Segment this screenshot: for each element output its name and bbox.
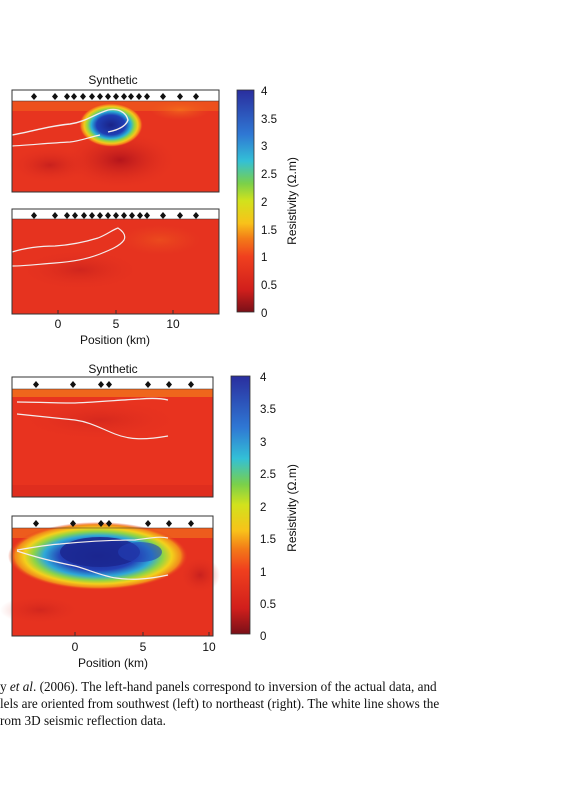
bottom-colorbar-tick: 1.5 (260, 534, 276, 546)
bottom-colorbar-tick: 0 (260, 631, 266, 643)
bottom-inversion-horizon-curve-1 (16, 536, 169, 551)
bottom-horizon-curve-2 (16, 413, 169, 440)
bottom-colorbar: 4 3.5 3 2.5 2 1.5 1 0.5 0 Resistivity (Ω… (230, 372, 299, 643)
bottom-inversion-station-markers (33, 520, 194, 527)
top-inversion-horizon-curve (11, 227, 126, 267)
bottom-x-tick: 10 (202, 640, 216, 654)
bottom-colorbar-tick: 3 (260, 437, 266, 449)
top-x-tick: 0 (55, 317, 62, 331)
bottom-panel-synthetic (11, 376, 214, 498)
top-colorbar: 4 3.5 3 2.5 2 1.5 1 0.5 0 Resistivity (Ω… (236, 86, 299, 320)
bottom-station-markers (33, 381, 194, 388)
top-station-markers (31, 93, 199, 100)
top-x-tick: 10 (166, 317, 180, 331)
caption-line-2: lels are oriented from southwest (left) … (0, 696, 440, 711)
top-x-label: Position (km) (80, 333, 150, 347)
top-x-axis: 0 5 10 Position (km) (55, 310, 180, 347)
figure-caption: y et al. (2006). The left-hand panels co… (0, 678, 480, 729)
bottom-colorbar-tick: 1 (260, 567, 266, 579)
bottom-title: Synthetic (88, 362, 137, 376)
top-colorbar-tick: 1 (261, 252, 267, 264)
top-horizon-curve-2 (11, 134, 101, 147)
bottom-colorbar-tick: 3.5 (260, 404, 276, 416)
bottom-panel-inversion (0, 515, 220, 637)
bottom-colorbar-tick: 0.5 (260, 599, 276, 611)
top-colorbar-tick: 2 (261, 197, 267, 209)
bottom-inversion-horizon-curve-2 (16, 550, 169, 580)
figure-svg: Synthetic (0, 73, 299, 670)
bottom-colorbar-tick: 2 (260, 502, 266, 514)
bottom-x-axis: 0 5 10 Position (km) (72, 632, 216, 670)
top-colorbar-tick: 0.5 (261, 280, 277, 292)
top-colorbar-tick: 3 (261, 141, 267, 153)
top-panel-inversion (11, 208, 220, 315)
figure: Synthetic (0, 73, 299, 670)
caption-line-1-prefix: y (0, 679, 10, 694)
bottom-colorbar-tick: 2.5 (260, 469, 276, 481)
top-colorbar-label: Resistivity (Ω.m) (285, 157, 299, 245)
top-panel-synthetic (10, 89, 220, 193)
top-colorbar-tick: 2.5 (261, 169, 277, 181)
top-colorbar-tick: 3.5 (261, 114, 277, 126)
top-colorbar-tick: 4 (261, 86, 268, 98)
top-title: Synthetic (88, 73, 137, 87)
top-x-tick: 5 (113, 317, 120, 331)
bottom-colorbar-tick: 4 (260, 372, 267, 384)
top-colorbar-tick: 0 (261, 308, 267, 320)
bottom-x-tick: 5 (140, 640, 147, 654)
top-colorbar-tick: 1.5 (261, 225, 277, 237)
bottom-colorbar-label: Resistivity (Ω.m) (285, 464, 299, 552)
top-horizon-curve-1 (11, 108, 129, 136)
caption-line-1-italic: et al (9, 679, 33, 694)
caption-line-3: rom 3D seismic reflection data. (0, 713, 166, 728)
bottom-x-label: Position (km) (78, 656, 148, 670)
bottom-x-tick: 0 (72, 640, 79, 654)
caption-line-1: y et al. (2006). The left-hand panels co… (0, 678, 480, 695)
bottom-resistive-anomaly-core (60, 537, 140, 567)
bottom-horizon-curve-1 (16, 397, 169, 404)
caption-line-1-rest: . (2006). The left-hand panels correspon… (32, 679, 437, 694)
top-inversion-station-markers (31, 212, 199, 219)
